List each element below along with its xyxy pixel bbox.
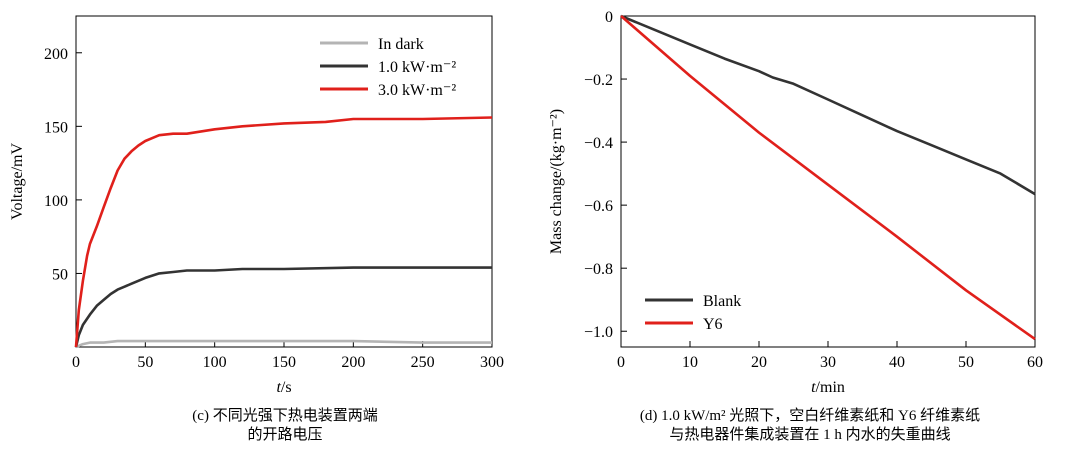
- x-tick-label: 250: [411, 354, 435, 371]
- y-axis-label: Voltage/mV: [9, 143, 26, 220]
- series-line-y6: [620, 15, 1036, 341]
- y-tick-label: 100: [44, 193, 68, 210]
- caption-d-line-2: 与热电器件集成装置在 1 h 内水的失重曲线: [669, 427, 951, 443]
- caption-d: (d) 1.0 kW/m² 光照下，空白纤维素纸和 Y6 纤维素纸 与热电器件集…: [560, 407, 1060, 445]
- legend-label: 1.0 kW·m⁻²: [378, 59, 456, 76]
- legend-label: Blank: [703, 293, 741, 310]
- x-tick-label: 60: [1027, 354, 1043, 371]
- x-axis-label-unit: /min: [816, 379, 845, 396]
- x-tick-label: 0: [72, 354, 80, 371]
- x-tick-label: 200: [341, 354, 365, 371]
- x-axis-label: t/min: [811, 379, 845, 396]
- x-tick-label: 20: [751, 354, 767, 371]
- y-tick-label: −0.2: [584, 72, 613, 89]
- caption-c-line-2: 的开路电压: [247, 427, 323, 443]
- y-tick-label: −0.8: [584, 261, 613, 278]
- y-tick-label: 50: [52, 266, 68, 283]
- x-tick-label: 50: [958, 354, 974, 371]
- x-tick-label: 10: [682, 354, 698, 371]
- x-axis-label-var: t: [276, 379, 281, 396]
- legend-label: In dark: [378, 36, 424, 53]
- series-line-in-dark: [75, 339, 492, 349]
- legend-label: 3.0 kW·m⁻²: [378, 82, 456, 99]
- caption-d-line-1: (d) 1.0 kW/m² 光照下，空白纤维素纸和 Y6 纤维素纸: [639, 408, 981, 424]
- legend-label: Y6: [703, 316, 723, 333]
- series-line-3-0-kw-m-: [74, 116, 493, 348]
- x-axis-label-var: t: [811, 379, 816, 396]
- x-tick-label: 50: [137, 354, 153, 371]
- x-tick-label: 0: [617, 354, 625, 371]
- caption-c: (c) 不同光强下热电装置两端 的开路电压: [75, 407, 495, 445]
- y-tick-label: 0: [605, 9, 613, 26]
- plot-frame: [620, 15, 1036, 348]
- y-tick-label: −0.4: [584, 135, 613, 152]
- x-tick-label: 40: [889, 354, 905, 371]
- y-tick-label: −0.6: [584, 198, 613, 215]
- chart-d: 0 10 20 30 40 50 60 0 −0.2 −0.4 −0.6 −0.8 −1.0 t/min M…: [548, 9, 1043, 396]
- legend: Blank Y6: [645, 293, 741, 333]
- legend: In dark 1.0 kW·m⁻² 3.0 kW·m⁻²: [320, 36, 456, 99]
- chart-c: 0 50 100 150 200 250 300 50 100 150 200 t/s Voltage/…: [9, 15, 504, 396]
- x-tick-label: 300: [480, 354, 504, 371]
- x-tick-label: 30: [820, 354, 836, 371]
- x-axis-label-unit: /s: [281, 379, 292, 396]
- series-line-blank: [620, 14, 1036, 196]
- x-tick-label: 100: [203, 354, 227, 371]
- y-axis-label: Mass change/(kg·m⁻²): [548, 109, 565, 254]
- x-axis-label: t/s: [276, 379, 291, 396]
- caption-c-line-1: (c) 不同光强下热电装置两端: [192, 408, 378, 424]
- y-tick-label: 150: [44, 119, 68, 136]
- x-tick-label: 150: [272, 354, 296, 371]
- y-tick-label: 200: [44, 46, 68, 63]
- series-line-1-0-kw-m-: [74, 266, 492, 348]
- y-tick-label: −1.0: [584, 324, 613, 341]
